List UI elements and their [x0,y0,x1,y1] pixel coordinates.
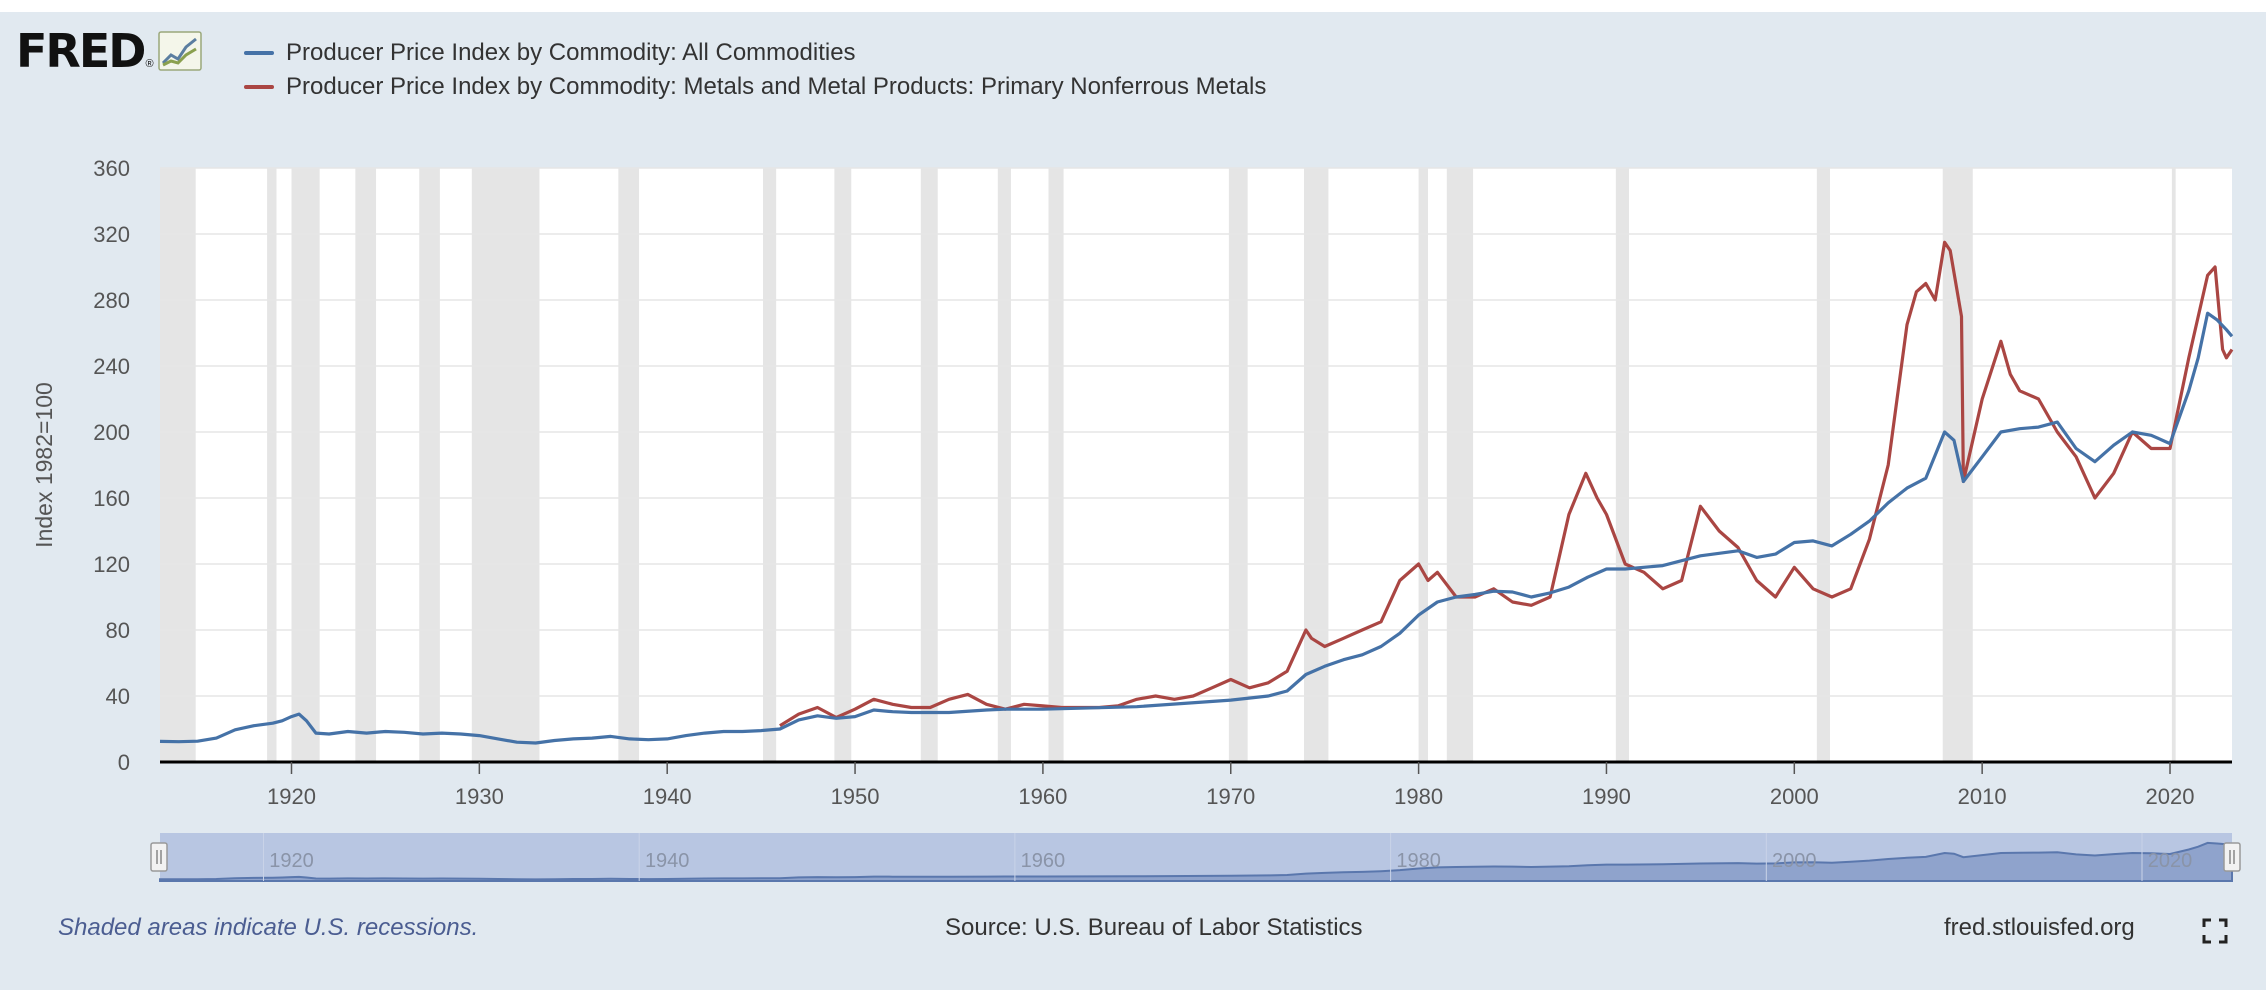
x-tick-label: 2020 [2146,784,2195,809]
legend-swatch-nonferrous-metals [244,85,274,89]
recession-band [1446,168,1474,762]
recession-band [1615,168,1629,762]
navigator-ticks: 1920 1940 1960 1980 2000 2020 [262,833,2193,881]
recession-band [419,168,440,762]
recession-band [997,168,1011,762]
plot-background [160,168,2232,762]
recession-shading [160,168,2176,762]
logo-text: FRED [16,24,146,78]
y-tick-label: 200 [93,420,130,445]
legend-swatch-all-commodities [244,51,274,55]
y-tick-label: 0 [118,750,130,775]
x-tick-label: 1930 [455,784,504,809]
x-tick-label: 2000 [1770,784,1819,809]
y-tick-label: 160 [93,486,130,511]
series-lines [159,240,2234,745]
x-tick-label: 1960 [1018,784,1067,809]
x-tick-label: 1990 [1582,784,1631,809]
recession-band [1816,168,1830,762]
y-axis-title: Index 1982=100 [31,382,57,548]
navigator-handle-right[interactable] [2223,842,2241,872]
legend-label-all-commodities: Producer Price Index by Commodity: All C… [286,39,856,66]
y-tick-label: 320 [93,222,130,247]
navigator-tick-label: 1920 [269,850,314,872]
series-line-nonferrous-metals [779,240,2234,728]
legend-item-nonferrous-metals[interactable]: Producer Price Index by Commodity: Metal… [244,70,1266,104]
legend-item-all-commodities[interactable]: Producer Price Index by Commodity: All C… [244,36,1266,70]
recession-band [1304,168,1329,762]
series-line-all-commodities [159,311,2234,745]
recession-band [267,168,277,762]
recession-note: Shaded areas indicate U.S. recessions. [58,914,479,941]
x-tick-label: 1970 [1206,784,1255,809]
recession-band [1418,168,1428,762]
logo-registered-mark: ® [145,58,154,70]
recession-band [834,168,852,762]
navigator-tick-label: 1940 [645,850,690,872]
source-note: Source: U.S. Bureau of Labor Statistics [945,914,1363,941]
recession-band [920,168,938,762]
x-axis-ticks: 1920 1930 1940 1950 1960 1970 1980 1990 2000 2010… [267,762,2194,809]
navigator-tick-label: 1960 [1021,850,1066,872]
navigator-tick-label: 1980 [1396,850,1441,872]
fullscreen-icon[interactable] [2202,918,2228,944]
fred-logo[interactable]: FRED ® [16,28,202,74]
y-tick-label: 80 [106,618,130,643]
recession-band [2171,168,2176,762]
navigator-handle-left[interactable] [150,842,168,872]
recession-band [618,168,640,762]
recession-band [471,168,540,762]
y-tick-label: 120 [93,552,130,577]
y-tick-label: 360 [93,156,130,181]
x-tick-label: 1980 [1394,784,1443,809]
chart-legend: Producer Price Index by Commodity: All C… [244,36,1266,104]
legend-label-nonferrous-metals: Producer Price Index by Commodity: Metal… [286,73,1267,100]
recession-band [1228,168,1248,762]
fred-chart-icon [157,31,202,71]
x-tick-label: 2010 [1958,784,2007,809]
x-tick-label: 1920 [267,784,316,809]
recession-band [355,168,377,762]
site-link[interactable]: fred.stlouisfed.org [1944,914,2135,941]
x-tick-label: 1940 [643,784,692,809]
y-axis-ticks: 0 40 80 120 160 200 240 280 320 360 [93,156,130,775]
recession-band [291,168,320,762]
top-strip [0,0,2266,12]
gridlines [160,167,2232,697]
recession-band [1048,168,1064,762]
y-tick-label: 40 [106,684,130,709]
y-tick-label: 280 [93,288,130,313]
navigator-area [159,841,2233,882]
recession-band [160,168,196,762]
range-navigator[interactable]: 1920 1940 1960 1980 2000 2020 [150,833,2241,882]
recession-band [763,168,777,762]
navigator-tick-label: 2020 [2148,850,2193,872]
navigator-tick-label: 2000 [1772,850,1817,872]
x-tick-label: 1950 [831,784,880,809]
y-tick-label: 240 [93,354,130,379]
